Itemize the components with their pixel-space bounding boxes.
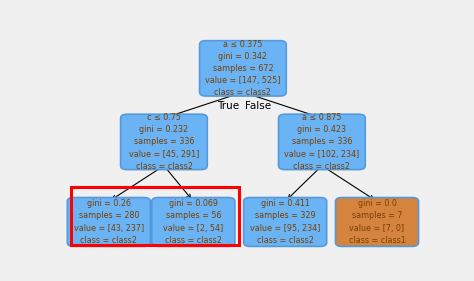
Text: gini = 0.0
samples = 7
value = [7, 0]
class = class1: gini = 0.0 samples = 7 value = [7, 0] cl… [349,199,405,245]
FancyBboxPatch shape [244,198,327,246]
Text: gini = 0.411
samples = 329
value = [95, 234]
class = class2: gini = 0.411 samples = 329 value = [95, … [250,199,320,245]
FancyBboxPatch shape [200,41,286,96]
FancyBboxPatch shape [120,114,207,170]
Text: c ≤ 0.75
gini = 0.232
samples = 336
value = [45, 291]
class = class2: c ≤ 0.75 gini = 0.232 samples = 336 valu… [129,113,199,171]
Text: a ≤ 0.875
gini = 0.423
samples = 336
value = [102, 234]
class = class2: a ≤ 0.875 gini = 0.423 samples = 336 val… [284,113,360,171]
FancyBboxPatch shape [152,198,235,246]
FancyBboxPatch shape [336,198,419,246]
FancyBboxPatch shape [279,114,365,170]
FancyBboxPatch shape [67,198,150,246]
Text: False: False [245,101,271,111]
Text: gini = 0.26
samples = 280
value = [43, 237]
class = class2: gini = 0.26 samples = 280 value = [43, 2… [74,199,144,245]
Bar [72,187,238,245]
Text: a ≤ 0.375
gini = 0.342
samples = 672
value = [147, 525]
class = class2: a ≤ 0.375 gini = 0.342 samples = 672 val… [205,40,281,97]
Text: gini = 0.069
samples = 56
value = [2, 54]
class = class2: gini = 0.069 samples = 56 value = [2, 54… [163,199,223,245]
Text: True: True [217,101,239,111]
